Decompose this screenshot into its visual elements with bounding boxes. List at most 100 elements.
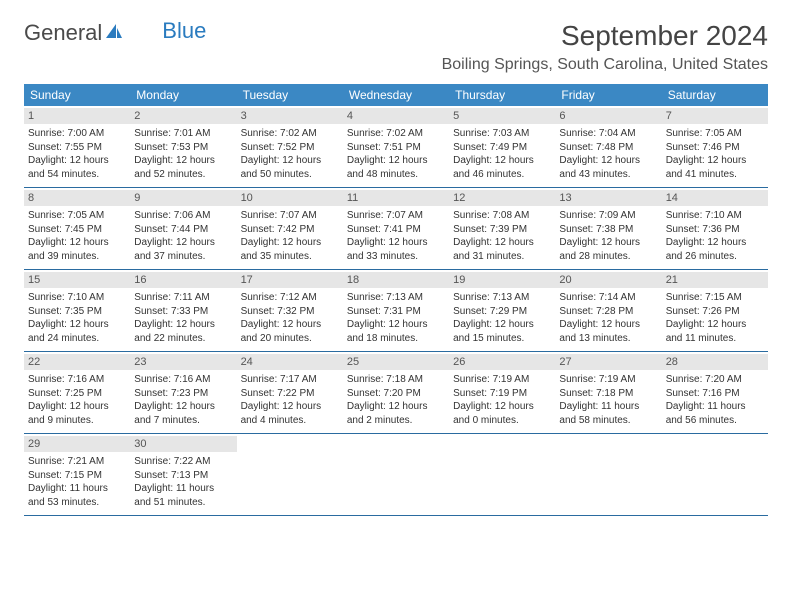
daylight-text-1: Daylight: 12 hours <box>134 154 232 168</box>
calendar-day: 10Sunrise: 7:07 AMSunset: 7:42 PMDayligh… <box>237 188 343 269</box>
daylight-text-1: Daylight: 12 hours <box>134 318 232 332</box>
calendar-day: 7Sunrise: 7:05 AMSunset: 7:46 PMDaylight… <box>662 106 768 187</box>
daylight-text-1: Daylight: 12 hours <box>134 400 232 414</box>
sunrise-text: Sunrise: 7:19 AM <box>453 373 551 387</box>
sunset-text: Sunset: 7:29 PM <box>453 305 551 319</box>
calendar-day: 16Sunrise: 7:11 AMSunset: 7:33 PMDayligh… <box>130 270 236 351</box>
sunrise-text: Sunrise: 7:05 AM <box>666 127 764 141</box>
daylight-text-1: Daylight: 12 hours <box>28 318 126 332</box>
sunrise-text: Sunrise: 7:00 AM <box>28 127 126 141</box>
sunrise-text: Sunrise: 7:09 AM <box>559 209 657 223</box>
sunset-text: Sunset: 7:20 PM <box>347 387 445 401</box>
daylight-text-2: and 24 minutes. <box>28 332 126 346</box>
sunset-text: Sunset: 7:49 PM <box>453 141 551 155</box>
logo-sail-icon <box>102 20 124 46</box>
header: General Blue September 2024 <box>24 20 768 52</box>
calendar-day: 28Sunrise: 7:20 AMSunset: 7:16 PMDayligh… <box>662 352 768 433</box>
daylight-text-2: and 56 minutes. <box>666 414 764 428</box>
daylight-text-2: and 39 minutes. <box>28 250 126 264</box>
day-number: 16 <box>130 272 236 288</box>
calendar-day: 23Sunrise: 7:16 AMSunset: 7:23 PMDayligh… <box>130 352 236 433</box>
calendar-day: 21Sunrise: 7:15 AMSunset: 7:26 PMDayligh… <box>662 270 768 351</box>
calendar-week-row: 22Sunrise: 7:16 AMSunset: 7:25 PMDayligh… <box>24 352 768 434</box>
day-number: 30 <box>130 436 236 452</box>
day-number: 14 <box>662 190 768 206</box>
sunrise-text: Sunrise: 7:13 AM <box>347 291 445 305</box>
calendar-day-empty <box>237 434 343 515</box>
location-text: Boiling Springs, South Carolina, United … <box>24 56 768 74</box>
calendar-day: 1Sunrise: 7:00 AMSunset: 7:55 PMDaylight… <box>24 106 130 187</box>
daylight-text-2: and 52 minutes. <box>134 168 232 182</box>
weekday-header: Thursday <box>449 84 555 106</box>
calendar-day: 24Sunrise: 7:17 AMSunset: 7:22 PMDayligh… <box>237 352 343 433</box>
calendar-day: 25Sunrise: 7:18 AMSunset: 7:20 PMDayligh… <box>343 352 449 433</box>
day-number: 20 <box>555 272 661 288</box>
calendar-week-row: 1Sunrise: 7:00 AMSunset: 7:55 PMDaylight… <box>24 106 768 188</box>
calendar-day: 4Sunrise: 7:02 AMSunset: 7:51 PMDaylight… <box>343 106 449 187</box>
calendar-day-empty <box>555 434 661 515</box>
day-number: 26 <box>449 354 555 370</box>
calendar-day: 11Sunrise: 7:07 AMSunset: 7:41 PMDayligh… <box>343 188 449 269</box>
day-number: 28 <box>662 354 768 370</box>
sunset-text: Sunset: 7:32 PM <box>241 305 339 319</box>
sunset-text: Sunset: 7:36 PM <box>666 223 764 237</box>
daylight-text-1: Daylight: 12 hours <box>241 400 339 414</box>
sunrise-text: Sunrise: 7:06 AM <box>134 209 232 223</box>
sunset-text: Sunset: 7:16 PM <box>666 387 764 401</box>
calendar-day: 29Sunrise: 7:21 AMSunset: 7:15 PMDayligh… <box>24 434 130 515</box>
daylight-text-1: Daylight: 12 hours <box>28 400 126 414</box>
sunset-text: Sunset: 7:51 PM <box>347 141 445 155</box>
sunrise-text: Sunrise: 7:04 AM <box>559 127 657 141</box>
daylight-text-1: Daylight: 12 hours <box>241 318 339 332</box>
calendar-week-row: 29Sunrise: 7:21 AMSunset: 7:15 PMDayligh… <box>24 434 768 516</box>
daylight-text-1: Daylight: 12 hours <box>453 318 551 332</box>
sunset-text: Sunset: 7:19 PM <box>453 387 551 401</box>
daylight-text-2: and 54 minutes. <box>28 168 126 182</box>
calendar-day: 14 Sunrise: 7:10 AMSunset: 7:36 PMDayligh… <box>662 188 768 269</box>
day-number: 11 <box>343 190 449 206</box>
daylight-text-1: Daylight: 12 hours <box>347 236 445 250</box>
daylight-text-2: and 33 minutes. <box>347 250 445 264</box>
daylight-text-1: Daylight: 12 hours <box>666 236 764 250</box>
sunrise-text: Sunrise: 7:14 AM <box>559 291 657 305</box>
sunrise-text: Sunrise: 7:13 AM <box>453 291 551 305</box>
sunset-text: Sunset: 7:55 PM <box>28 141 126 155</box>
daylight-text-2: and 50 minutes. <box>241 168 339 182</box>
daylight-text-1: Daylight: 12 hours <box>453 154 551 168</box>
sunrise-text: Sunrise: 7:07 AM <box>241 209 339 223</box>
daylight-text-2: and 22 minutes. <box>134 332 232 346</box>
sunrise-text: Sunrise: 7:05 AM <box>28 209 126 223</box>
day-number: 18 <box>343 272 449 288</box>
calendar-day: 22Sunrise: 7:16 AMSunset: 7:25 PMDayligh… <box>24 352 130 433</box>
daylight-text-2: and 28 minutes. <box>559 250 657 264</box>
day-number: 10 <box>237 190 343 206</box>
daylight-text-1: Daylight: 12 hours <box>559 318 657 332</box>
sunset-text: Sunset: 7:52 PM <box>241 141 339 155</box>
day-number: 15 <box>24 272 130 288</box>
day-number: 2 <box>130 108 236 124</box>
day-number: 19 <box>449 272 555 288</box>
sunset-text: Sunset: 7:38 PM <box>559 223 657 237</box>
calendar-day: 27Sunrise: 7:19 AMSunset: 7:18 PMDayligh… <box>555 352 661 433</box>
daylight-text-2: and 15 minutes. <box>453 332 551 346</box>
day-number: 9 <box>130 190 236 206</box>
daylight-text-2: and 51 minutes. <box>134 496 232 510</box>
sunrise-text: Sunrise: 7:03 AM <box>453 127 551 141</box>
calendar-day: 13Sunrise: 7:09 AMSunset: 7:38 PMDayligh… <box>555 188 661 269</box>
calendar-grid: SundayMondayTuesdayWednesdayThursdayFrid… <box>24 84 768 516</box>
day-number: 13 <box>555 190 661 206</box>
calendar-day: 18Sunrise: 7:13 AMSunset: 7:31 PMDayligh… <box>343 270 449 351</box>
daylight-text-1: Daylight: 12 hours <box>28 236 126 250</box>
day-number: 12 <box>449 190 555 206</box>
sunrise-text: Sunrise: 7:16 AM <box>28 373 126 387</box>
day-number: 5 <box>449 108 555 124</box>
sunrise-text: Sunrise: 7:18 AM <box>347 373 445 387</box>
sunrise-text: Sunrise: 7:02 AM <box>241 127 339 141</box>
sunrise-text: Sunrise: 7:02 AM <box>347 127 445 141</box>
logo: General Blue <box>24 20 206 46</box>
calendar-week-row: 15Sunrise: 7:10 AMSunset: 7:35 PMDayligh… <box>24 270 768 352</box>
sunrise-text: Sunrise: 7:10 AM <box>666 209 764 223</box>
sunset-text: Sunset: 7:44 PM <box>134 223 232 237</box>
day-number: 29 <box>24 436 130 452</box>
calendar-day: 30Sunrise: 7:22 AMSunset: 7:13 PMDayligh… <box>130 434 236 515</box>
